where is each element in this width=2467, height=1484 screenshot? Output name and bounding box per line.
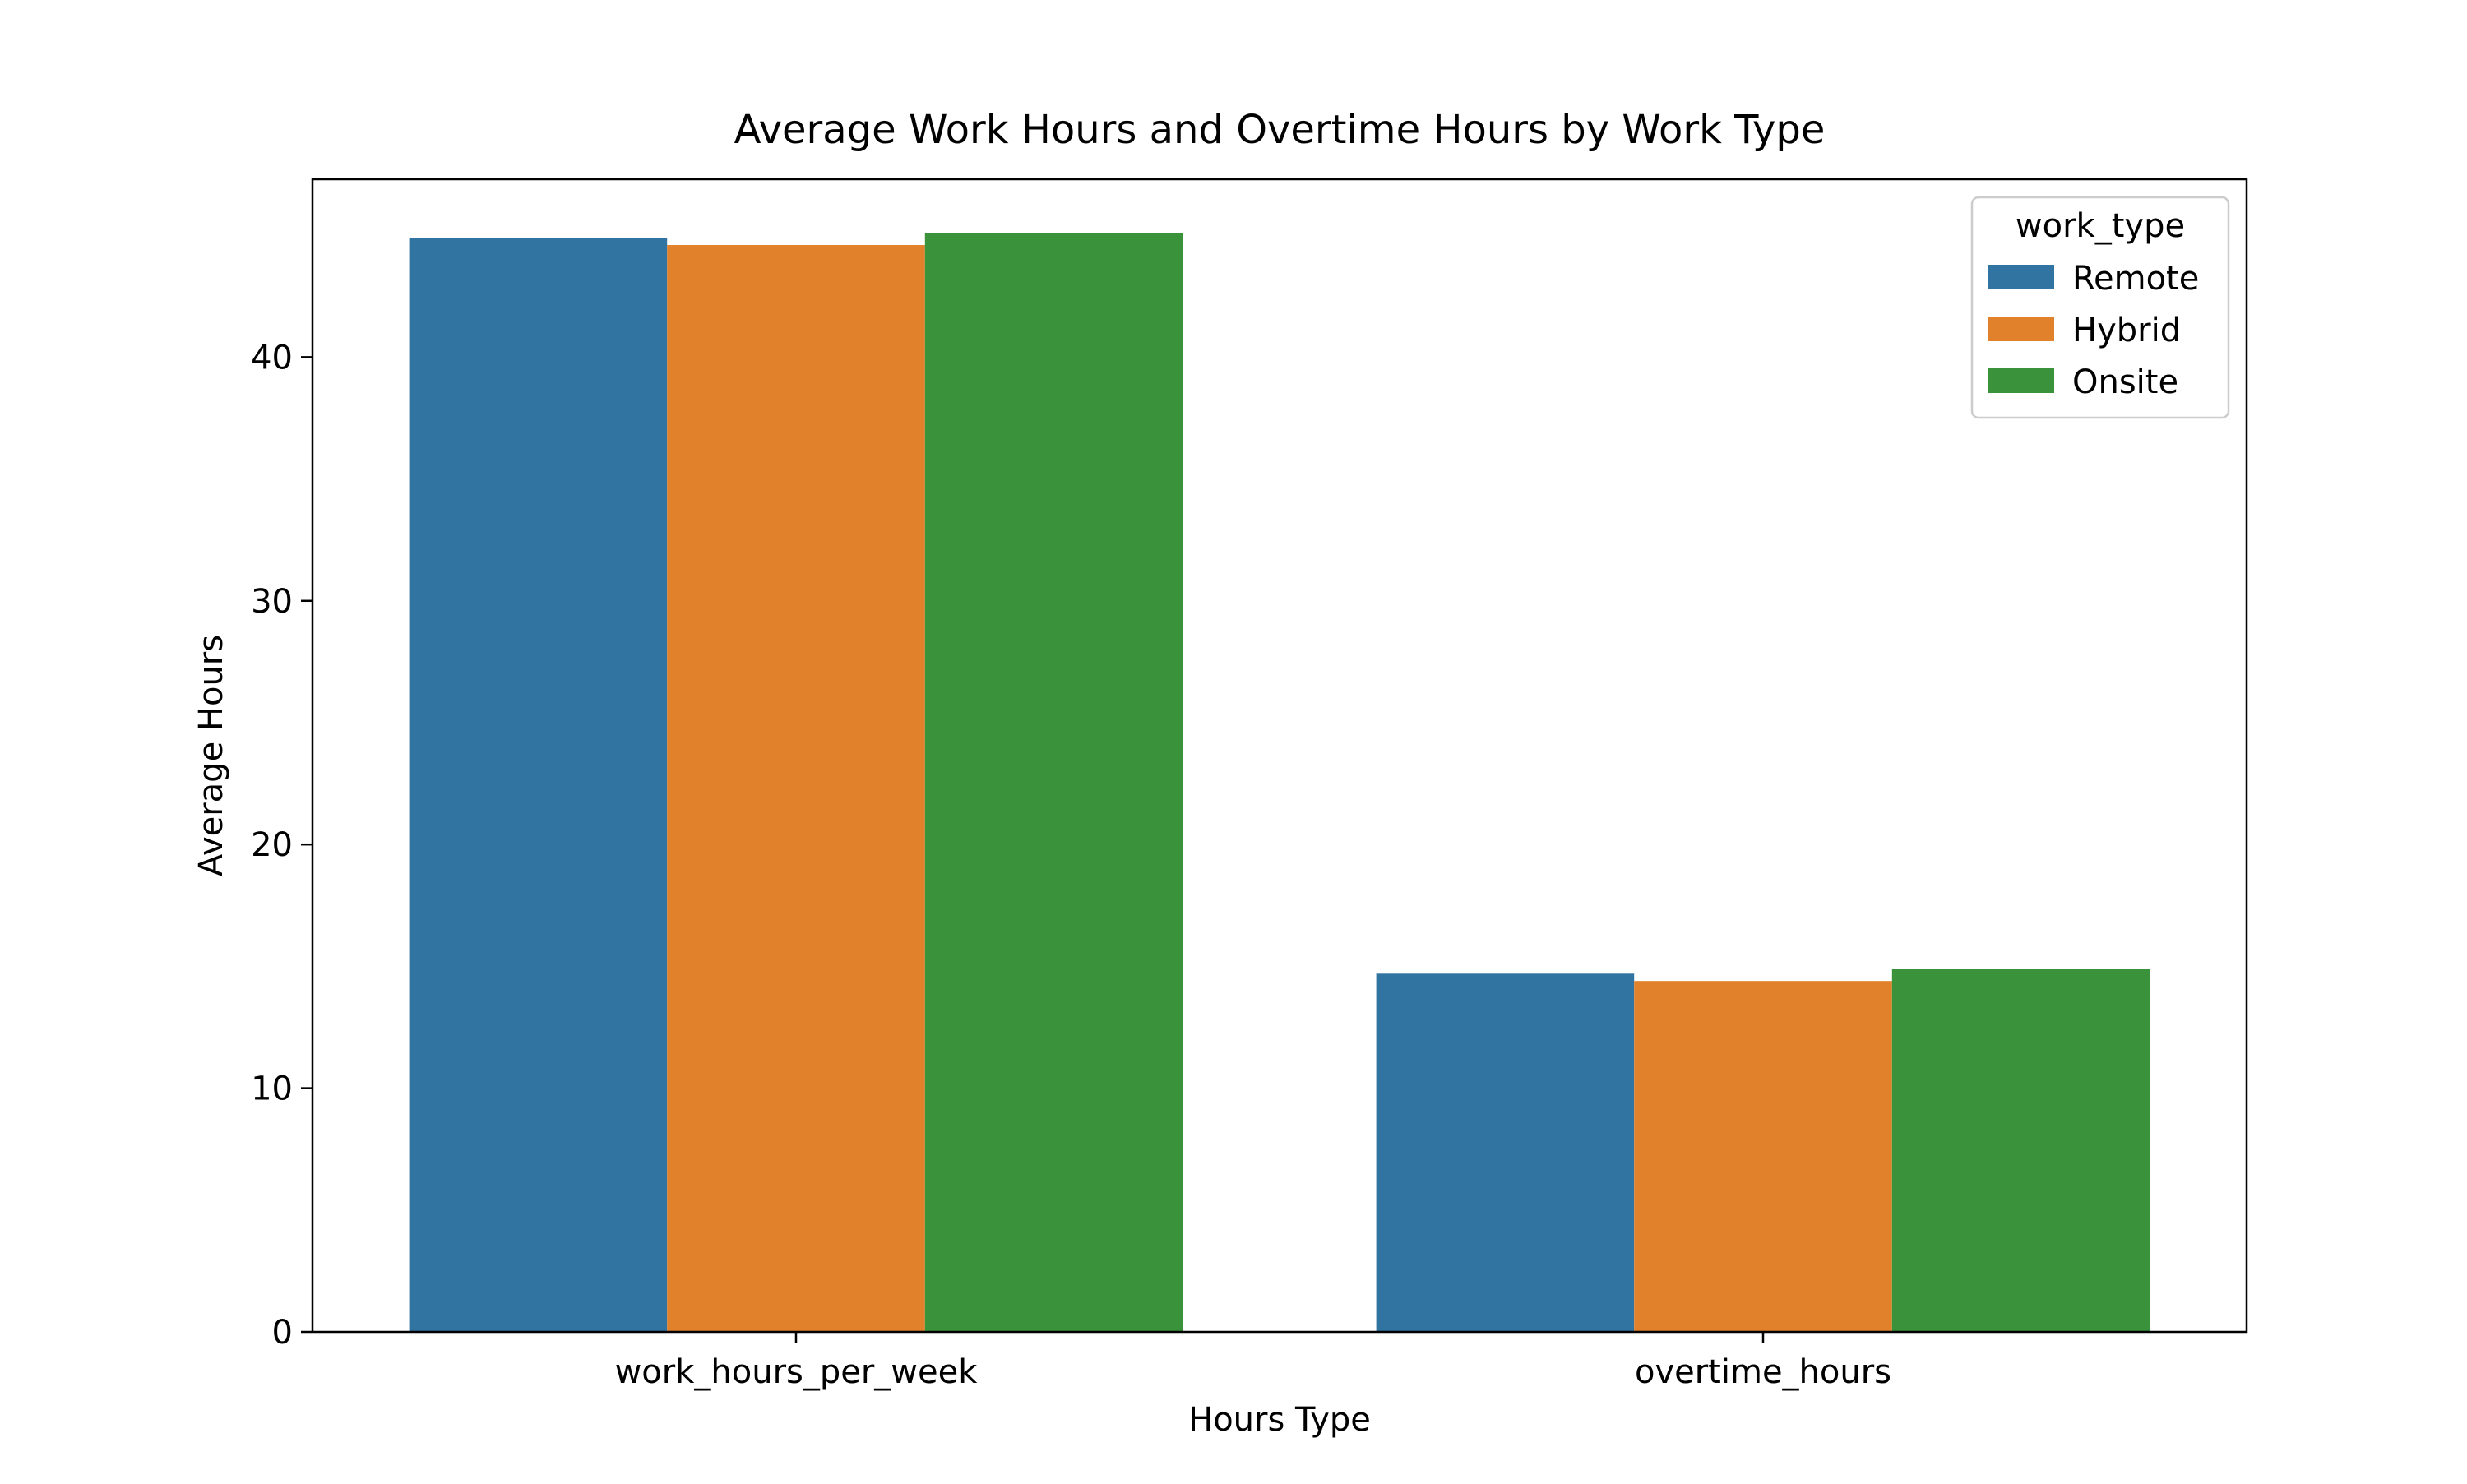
y-tick-label: 20 (251, 826, 293, 864)
bar-remote-work_hours_per_week (409, 238, 668, 1332)
y-tick-label: 0 (272, 1314, 293, 1352)
legend-swatch-hybrid (1988, 317, 2054, 341)
legend-label-onsite: Onsite (2072, 363, 2178, 401)
bar-hybrid-work_hours_per_week (667, 245, 925, 1333)
y-axis-label: Average Hours (192, 635, 230, 876)
bars-layer (409, 233, 2150, 1333)
plot-frame (311, 178, 2248, 1334)
legend-label-remote: Remote (2072, 260, 2199, 298)
x-axis-label: Hours Type (1188, 1401, 1371, 1439)
legend-swatch-remote (1988, 265, 2054, 289)
bar-remote-overtime_hours (1376, 973, 1635, 1332)
bar-hybrid-overtime_hours (1634, 981, 1892, 1332)
legend: work_type Remote Hybrid Onsite (1970, 196, 2230, 419)
x-tick-label: overtime_hours (1635, 1353, 1891, 1391)
x-axis: work_hours_per_week overtime_hours (615, 1332, 1891, 1391)
y-tick-label: 10 (251, 1070, 293, 1108)
bar-onsite-work_hours_per_week (924, 233, 1183, 1333)
legend-frame (1970, 196, 2230, 419)
y-tick-label: 40 (251, 339, 293, 377)
y-axis: 0 10 20 30 40 (251, 339, 312, 1352)
bar-onsite-overtime_hours (1891, 969, 2150, 1332)
y-tick-label: 30 (251, 583, 293, 621)
chart-title: Average Work Hours and Overtime Hours by… (734, 107, 1826, 153)
legend-swatch-onsite (1988, 368, 2054, 393)
legend-title: work_type (2016, 207, 2185, 245)
legend-items: Remote Hybrid Onsite (1988, 260, 2199, 401)
legend-label-hybrid: Hybrid (2072, 312, 2181, 349)
x-tick-label: work_hours_per_week (615, 1353, 979, 1391)
